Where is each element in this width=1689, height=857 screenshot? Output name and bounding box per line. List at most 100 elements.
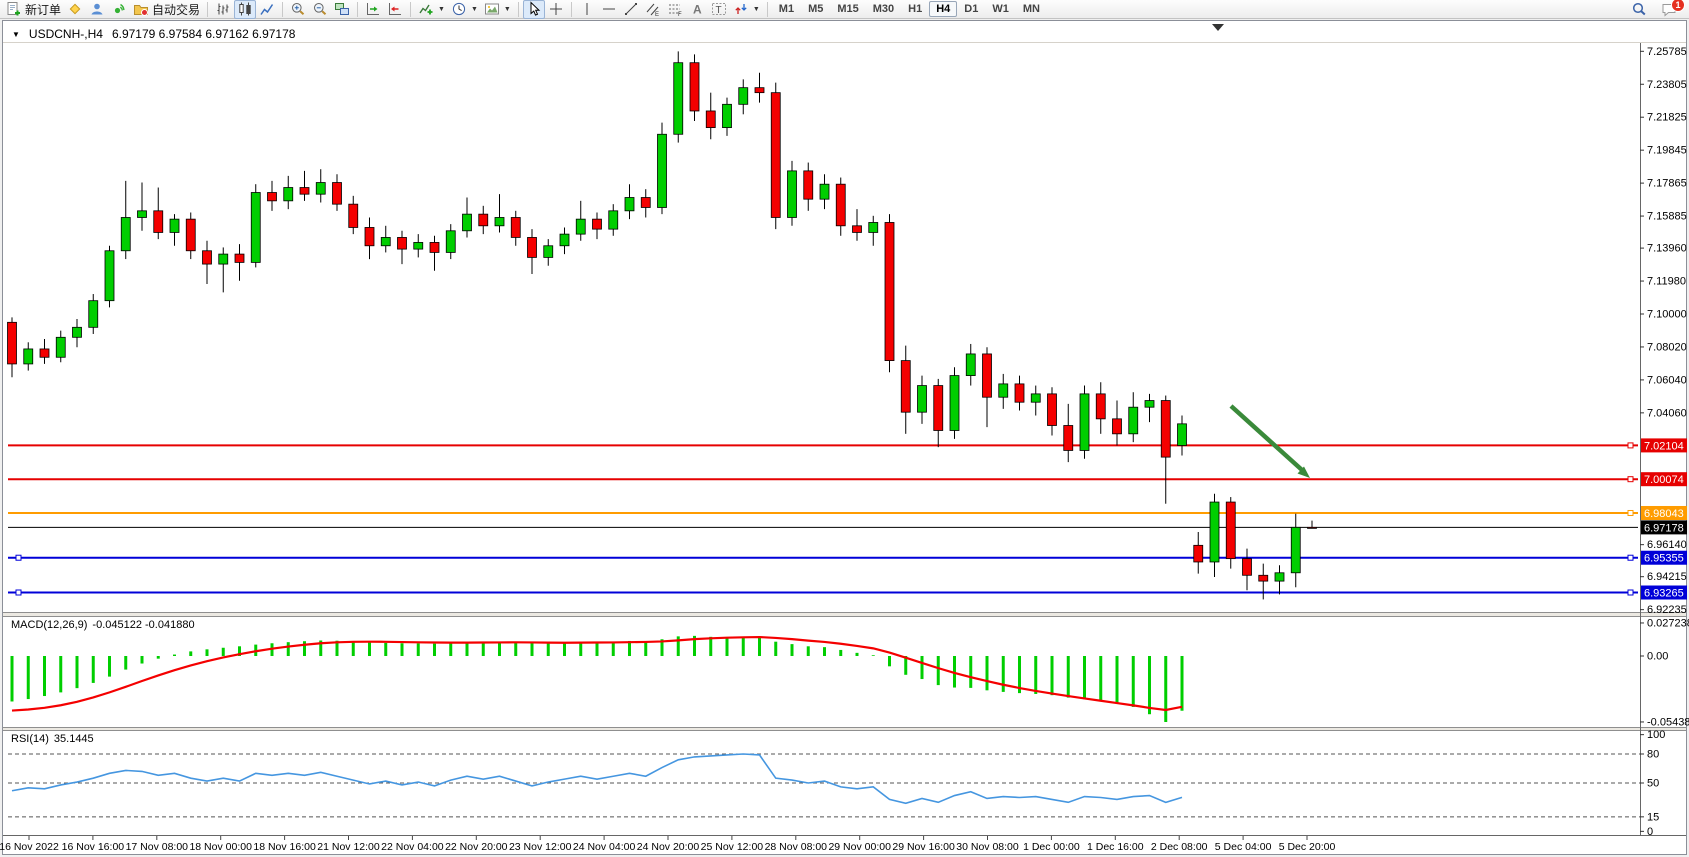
svg-text:E: E [655, 12, 659, 17]
svg-text:24 Nov 20:00: 24 Nov 20:00 [637, 841, 700, 853]
svg-text:24 Nov 04:00: 24 Nov 04:00 [573, 841, 636, 853]
svg-text:7.11980: 7.11980 [1647, 276, 1686, 288]
timeframe-m30-button[interactable]: M30 [872, 3, 895, 15]
svg-text:80: 80 [1647, 748, 1659, 760]
svg-text:A: A [693, 3, 702, 17]
chart-symbol-period: USDCNH-,H4 [28, 27, 103, 41]
svg-text:0: 0 [1647, 826, 1653, 838]
crosshair-button[interactable] [545, 0, 567, 19]
svg-text:6.95355: 6.95355 [1644, 553, 1684, 565]
community-button[interactable] [86, 0, 108, 19]
zoom-in-button[interactable] [287, 0, 309, 19]
svg-text:0.027238: 0.027238 [1647, 617, 1689, 629]
pane-splitter[interactable] [3, 612, 1686, 617]
svg-text:29 Nov 16:00: 29 Nov 16:00 [892, 841, 955, 853]
main-toolbar: 新订单 自动交易 ▼ ▼ ▼ E F A T ▼ M1 M5 M15 M30 H1 H4 D1 W1 MN 1 [0, 0, 1689, 19]
rsi-pane[interactable]: 100 80 50 15 0 [8, 729, 1665, 838]
autotrading-label: 自动交易 [152, 2, 201, 17]
horizontal-line-button[interactable] [598, 0, 620, 19]
chart-window-frame [2, 20, 1687, 855]
timeframe-m15-button[interactable]: M15 [837, 3, 859, 15]
svg-text:7.10000: 7.10000 [1647, 309, 1687, 321]
signals-icon [111, 1, 127, 17]
new-order-button[interactable]: 新订单 [3, 0, 64, 19]
trendline-icon [623, 1, 639, 17]
svg-text:22 Nov 04:00: 22 Nov 04:00 [381, 841, 444, 853]
line-chart-button[interactable] [256, 0, 278, 19]
text-button[interactable]: A [686, 0, 708, 19]
line-chart-icon [259, 1, 275, 17]
macd-pane[interactable]: 0.027238 0.00 -0.054384 [10, 617, 1689, 728]
rsi-indicator-label: RSI(14) 35.1445 [11, 733, 94, 745]
timeframe-mn-button[interactable]: MN [1022, 3, 1040, 15]
timeframe-h4-button[interactable]: H4 [929, 1, 958, 17]
fibonacci-button[interactable]: F [664, 0, 686, 19]
bar-chart-icon [215, 1, 231, 17]
svg-text:F: F [678, 12, 682, 17]
timeframe-w1-button[interactable]: W1 [992, 3, 1009, 15]
zoom-out-button[interactable] [309, 0, 331, 19]
autotrading-button[interactable]: 自动交易 [130, 0, 203, 19]
chart-title-bar[interactable]: ▼ USDCNH-,H4 6.97179 6.97584 6.97162 6.9… [12, 27, 295, 41]
pane-splitter[interactable] [3, 727, 1686, 731]
notifications-button[interactable]: 1 [1658, 0, 1685, 19]
dropdown-caret-icon[interactable]: ▼ [470, 5, 478, 13]
autoscroll-button[interactable] [362, 0, 384, 19]
vertical-line-button[interactable] [576, 0, 598, 19]
svg-text:100: 100 [1647, 729, 1665, 741]
label-icon: T [711, 1, 727, 17]
label-button[interactable]: T [708, 0, 730, 19]
chart-menu-caret-icon[interactable]: ▼ [12, 29, 20, 39]
tile-windows-button[interactable] [331, 0, 353, 19]
trendline-button[interactable] [620, 0, 642, 19]
svg-text:6.93265: 6.93265 [1644, 588, 1684, 600]
toolbar-separator [282, 1, 284, 17]
timeframe-m1-button[interactable]: M1 [778, 3, 795, 15]
dropdown-caret-icon[interactable]: ▼ [752, 5, 760, 13]
svg-text:1 Dec 00:00: 1 Dec 00:00 [1023, 841, 1080, 853]
metaeditor-button[interactable] [64, 0, 86, 19]
timeframe-h1-button[interactable]: H1 [908, 3, 923, 15]
cursor-button[interactable] [522, 0, 545, 19]
macd-indicator-label: MACD(12,26,9) -0.045122 -0.041880 [11, 619, 195, 631]
templates-icon [484, 1, 500, 17]
dropdown-caret-icon[interactable]: ▼ [438, 5, 445, 13]
price-label-6.93265: 6.93265 [1641, 585, 1687, 600]
price-label-7.00074: 7.00074 [1641, 472, 1687, 487]
rsi-line [11, 753, 1183, 805]
search-button[interactable] [1628, 0, 1650, 19]
svg-text:7.02104: 7.02104 [1644, 440, 1684, 452]
timeframe-m5-button[interactable]: M5 [808, 3, 824, 15]
channel-icon: E [645, 1, 661, 17]
svg-text:0.00: 0.00 [1647, 651, 1668, 663]
timeframe-d1-button[interactable]: D1 [964, 3, 979, 15]
signals-button[interactable] [108, 0, 130, 19]
svg-text:25 Nov 12:00: 25 Nov 12:00 [701, 841, 764, 853]
svg-text:7.13960: 7.13960 [1647, 243, 1687, 255]
candlestick-chart-button[interactable] [234, 0, 257, 19]
arrows-button[interactable]: ▼ [730, 0, 763, 19]
price-axis[interactable]: 7.25785 7.23805 7.21825 7.19845 7.17865 7.158… [1640, 46, 1687, 616]
svg-text:29 Nov 00:00: 29 Nov 00:00 [828, 841, 891, 853]
chart-shift-icon [387, 1, 403, 17]
chart-ohlc-values: 6.97179 6.97584 6.97162 6.97178 [111, 27, 296, 41]
bar-chart-button[interactable] [212, 0, 234, 19]
chart-shift-marker[interactable] [1212, 24, 1224, 31]
dropdown-caret-icon[interactable]: ▼ [503, 5, 511, 13]
svg-text:6.92235: 6.92235 [1647, 604, 1687, 616]
templates-button[interactable]: ▼ [481, 0, 514, 19]
svg-text:6.94215: 6.94215 [1647, 571, 1687, 583]
text-icon: A [689, 1, 705, 17]
time-axis[interactable]: 16 Nov 2022 16 Nov 16:00 17 Nov 08:00 18 No… [0, 836, 1335, 853]
chart-shift-button[interactable] [384, 0, 406, 19]
new-order-icon [6, 1, 22, 17]
indicators-button[interactable]: ▼ [415, 0, 448, 19]
toolbar-separator [357, 1, 359, 17]
svg-text:23 Nov 12:00: 23 Nov 12:00 [509, 841, 572, 853]
periods-button[interactable]: ▼ [448, 0, 481, 19]
svg-text:T: T [715, 5, 721, 16]
svg-text:7.15885: 7.15885 [1647, 211, 1687, 223]
channel-button[interactable]: E [642, 0, 664, 19]
trend-arrow-object[interactable] [1229, 404, 1310, 478]
